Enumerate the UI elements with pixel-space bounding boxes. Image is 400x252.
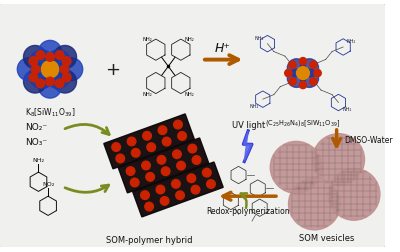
Circle shape [24, 46, 46, 69]
Text: DMSO-Water: DMSO-Water [344, 135, 393, 144]
Text: NO₂⁻: NO₂⁻ [26, 123, 48, 132]
Circle shape [310, 79, 317, 86]
Text: (C$_{25}$H$_{26}$N$_4$)$_8$[SiW$_{11}$O$_{39}$]: (C$_{25}$H$_{26}$N$_4$)$_8$[SiW$_{11}$O$… [265, 118, 340, 128]
Circle shape [146, 173, 154, 181]
Text: SOM vesicles: SOM vesicles [299, 233, 355, 242]
Circle shape [188, 145, 197, 153]
Circle shape [178, 132, 186, 141]
Circle shape [60, 66, 69, 74]
Circle shape [299, 58, 307, 66]
Circle shape [156, 185, 165, 194]
Circle shape [141, 191, 149, 200]
Circle shape [17, 58, 40, 81]
Text: NH₂: NH₂ [254, 36, 264, 41]
Text: NH₂: NH₂ [143, 92, 152, 97]
Circle shape [142, 162, 150, 170]
Circle shape [158, 126, 167, 135]
Circle shape [310, 62, 317, 69]
Circle shape [46, 78, 54, 86]
Text: NH₂: NH₂ [250, 104, 259, 109]
Text: NH₂: NH₂ [342, 107, 352, 112]
Circle shape [192, 156, 201, 165]
Circle shape [177, 162, 185, 170]
Circle shape [187, 174, 196, 183]
Text: K$_8$[SiW$_{11}$O$_{39}$]: K$_8$[SiW$_{11}$O$_{39}$] [25, 106, 76, 119]
Circle shape [127, 138, 136, 146]
Circle shape [145, 202, 154, 211]
Circle shape [62, 57, 71, 66]
Circle shape [60, 58, 83, 81]
Circle shape [36, 52, 45, 60]
Circle shape [270, 142, 322, 194]
Circle shape [38, 41, 62, 64]
Circle shape [176, 191, 184, 200]
Circle shape [24, 71, 46, 94]
Circle shape [130, 178, 139, 187]
Circle shape [112, 143, 120, 152]
Circle shape [41, 61, 59, 79]
Circle shape [31, 66, 40, 74]
Circle shape [38, 76, 62, 99]
Circle shape [285, 70, 292, 77]
Circle shape [296, 68, 309, 80]
Circle shape [328, 169, 380, 220]
Circle shape [143, 132, 151, 141]
Circle shape [29, 74, 38, 82]
Circle shape [160, 197, 169, 205]
Circle shape [126, 167, 135, 176]
Polygon shape [104, 114, 194, 169]
Circle shape [202, 169, 211, 177]
Text: NH₂: NH₂ [347, 39, 356, 44]
Circle shape [54, 71, 76, 94]
Text: NO₂: NO₂ [42, 181, 54, 186]
Circle shape [289, 62, 296, 69]
Circle shape [162, 138, 171, 146]
Circle shape [29, 51, 54, 76]
Circle shape [132, 149, 140, 158]
Circle shape [173, 150, 181, 159]
Text: H⁺: H⁺ [215, 42, 231, 55]
Circle shape [161, 167, 170, 176]
Circle shape [299, 82, 307, 89]
Circle shape [157, 156, 166, 165]
Polygon shape [243, 131, 252, 162]
Text: NH₂: NH₂ [32, 157, 44, 162]
Circle shape [29, 57, 38, 66]
Circle shape [288, 178, 340, 230]
FancyBboxPatch shape [0, 3, 387, 249]
Circle shape [46, 53, 54, 62]
Polygon shape [118, 138, 209, 193]
Text: NH₂: NH₂ [143, 37, 152, 42]
Circle shape [116, 154, 124, 163]
Circle shape [62, 74, 71, 82]
Text: NO₃⁻: NO₃⁻ [26, 137, 48, 146]
Circle shape [287, 59, 306, 78]
Circle shape [314, 70, 321, 77]
Circle shape [207, 180, 215, 188]
Circle shape [287, 70, 306, 88]
Text: Redox-polymerization: Redox-polymerization [206, 206, 290, 215]
Text: UV light: UV light [232, 120, 265, 129]
Circle shape [147, 143, 156, 152]
Circle shape [289, 79, 296, 86]
Polygon shape [133, 162, 223, 217]
Circle shape [300, 59, 318, 78]
Circle shape [46, 64, 71, 89]
Circle shape [46, 51, 71, 76]
Text: +: + [105, 61, 120, 79]
Text: NH₂: NH₂ [184, 92, 194, 97]
Circle shape [54, 46, 76, 69]
Circle shape [36, 80, 45, 88]
Circle shape [172, 180, 180, 188]
Circle shape [191, 186, 200, 194]
Text: NH₂: NH₂ [184, 37, 194, 42]
Circle shape [55, 52, 64, 60]
Circle shape [29, 64, 54, 89]
Circle shape [300, 70, 318, 88]
Text: SOM-polymer hybrid: SOM-polymer hybrid [106, 235, 192, 244]
Circle shape [312, 134, 364, 186]
Circle shape [55, 80, 64, 88]
Circle shape [174, 121, 182, 129]
